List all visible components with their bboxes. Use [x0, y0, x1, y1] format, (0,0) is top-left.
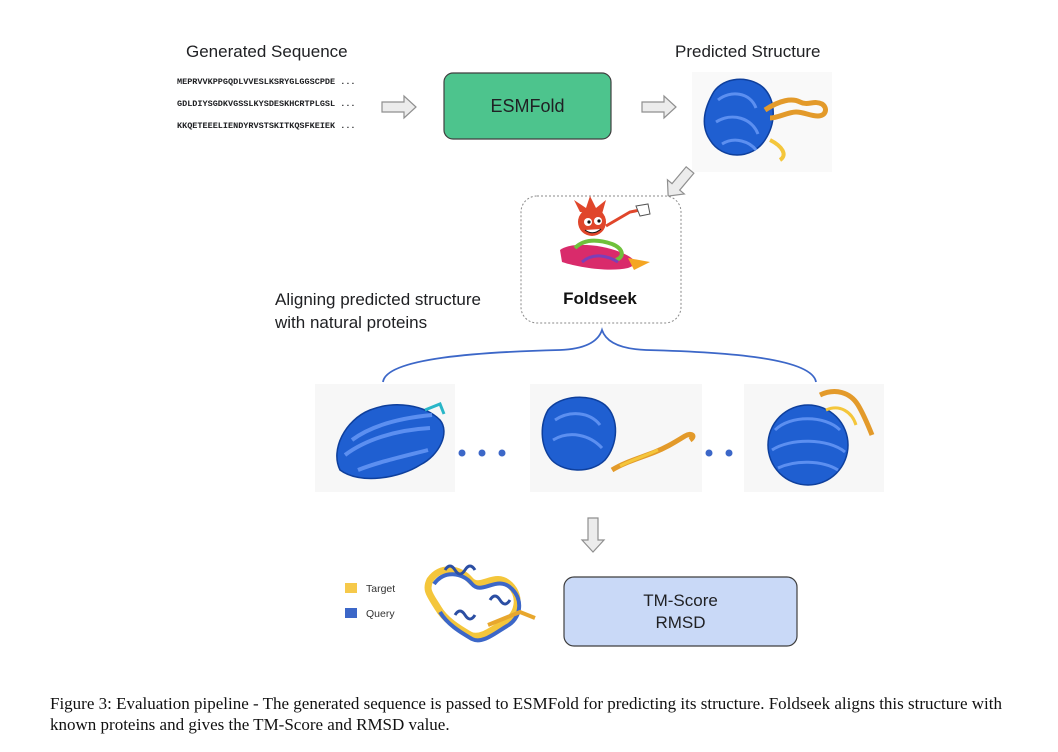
natural-protein-structure-3: [744, 384, 884, 492]
arrow-to-predicted-structure: [641, 95, 677, 119]
predicted-structure-title: Predicted Structure: [675, 42, 821, 61]
natural-protein-structure-2: [530, 384, 702, 492]
ellipsis-dots-1: [458, 449, 506, 457]
foldseek-box: Foldseek: [520, 195, 682, 324]
legend: Target Query: [345, 583, 395, 620]
metric-rmsd: RMSD: [655, 613, 705, 632]
alignment-bracket: [382, 327, 817, 383]
ellipsis-dots-2: [705, 449, 733, 457]
sequence-line-1: MEPRVVKPPGQDLVVESLKSRYGLGGSCPDE ...: [177, 77, 356, 87]
esmfold-label: ESMFold: [490, 96, 564, 116]
sequence-line-3: KKQETEEELIENDYRVSTSKITKQSFKEIEK ...: [177, 121, 356, 131]
aligning-text-line-1: Aligning predicted structure: [275, 290, 481, 309]
legend-query-swatch: [345, 608, 357, 618]
foldseek-label: Foldseek: [563, 289, 637, 308]
arrow-to-esmfold: [381, 95, 417, 119]
legend-target-swatch: [345, 583, 357, 593]
arrow-to-metrics: [581, 517, 605, 553]
legend-target-label: Target: [366, 583, 395, 595]
superposition-image: [424, 564, 536, 643]
figure-caption: Figure 3: Evaluation pipeline - The gene…: [50, 694, 1002, 734]
legend-query-label: Query: [366, 608, 395, 620]
sequence-line-2: GDLDIYSGDKVGSSLKYSDESKHCRTPLGSL ...: [177, 99, 356, 109]
natural-protein-structure-1: [315, 384, 455, 492]
predicted-structure-image: [692, 72, 832, 172]
generated-sequence-title: Generated Sequence: [186, 42, 348, 61]
aligning-text-line-2: with natural proteins: [274, 313, 427, 332]
esmfold-box: ESMFold: [443, 72, 612, 140]
metrics-box: TM-Score RMSD: [563, 576, 798, 647]
foldseek-mascot-icon: [560, 196, 651, 270]
metric-tm-score: TM-Score: [643, 591, 718, 610]
